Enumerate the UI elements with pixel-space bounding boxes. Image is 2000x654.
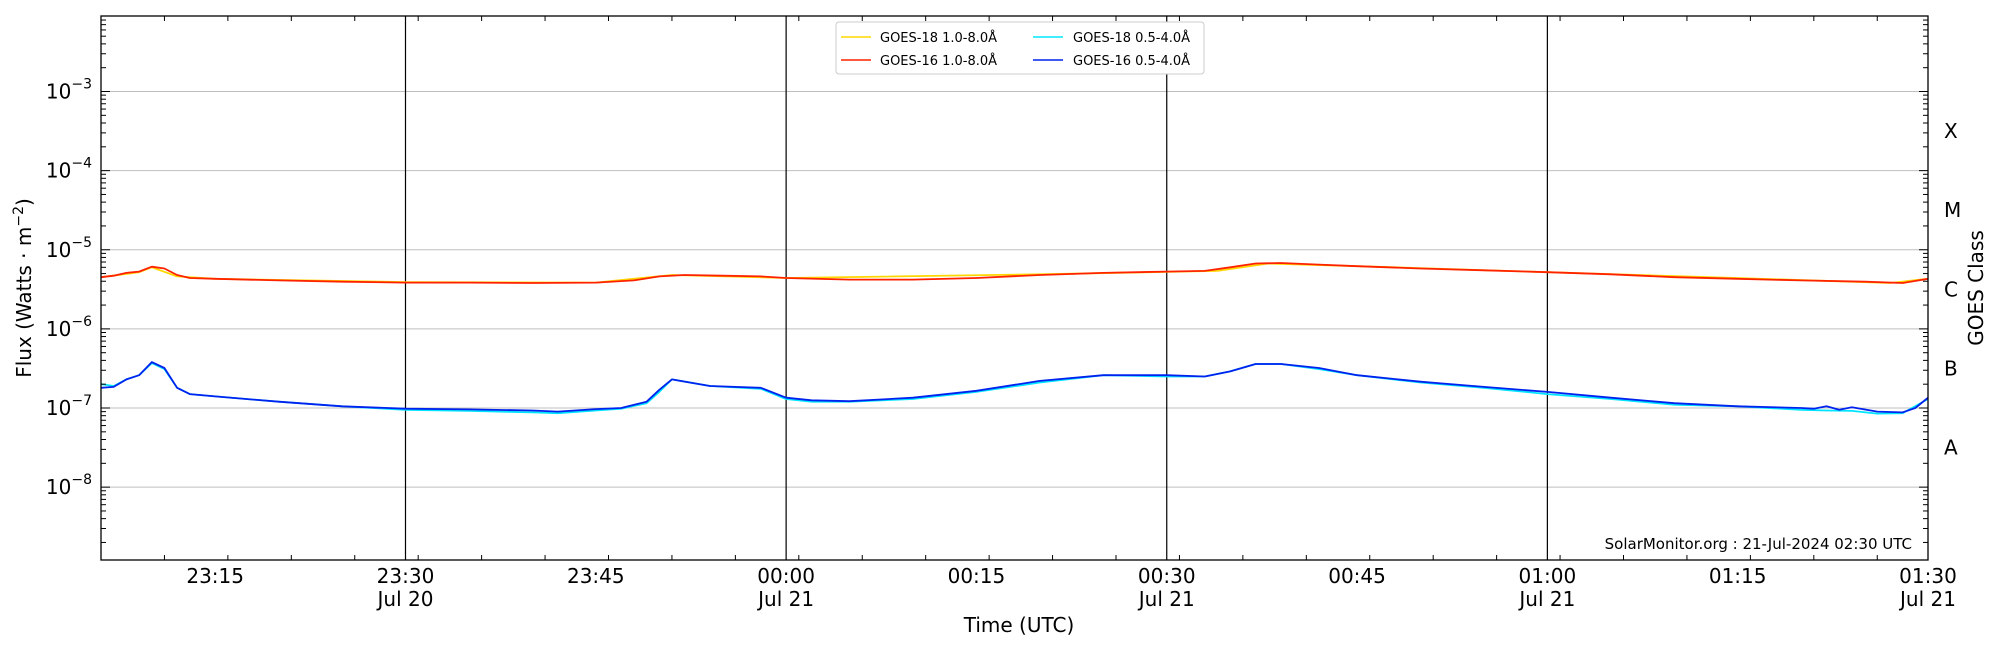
x-tick-label-1: 23:30 (377, 564, 435, 588)
x-tick-label-2: 23:45 (567, 564, 625, 588)
x-tick-label-9: 01:30 (1899, 564, 1957, 588)
y-tick-label-2: 10−6 (46, 314, 92, 341)
axis-ticks (100, 15, 1928, 560)
y-tick-label-3: 10−5 (46, 235, 92, 262)
gridlines (101, 91, 1928, 488)
y-tick-labels: 10−8 10−7 10−6 10−5 10−4 10−3 (46, 77, 92, 500)
goes-class-labels: A B C M X (1944, 119, 1961, 460)
series-lines (101, 262, 1928, 415)
credit-text: SolarMonitor.org : 21-Jul-2024 02:30 UTC (1605, 535, 1912, 553)
goes-class-X: X (1944, 119, 1958, 143)
right-axis-title: GOES Class (1964, 230, 1988, 346)
series-line-1 (101, 262, 1928, 284)
goes-class-A: A (1944, 436, 1958, 460)
legend: GOES-18 1.0-8.0Å GOES-16 1.0-8.0Å GOES-1… (835, 21, 1205, 75)
y-tick-label-1: 10−7 (46, 393, 92, 420)
x-tick-sublabel-9: Jul 21 (1898, 587, 1956, 611)
day-boundary-lines (404, 16, 1548, 560)
series-line-0 (101, 262, 1928, 284)
x-tick-label-8: 01:15 (1709, 564, 1767, 588)
goes-class-M: M (1944, 198, 1961, 222)
x-tick-label-4: 00:15 (948, 564, 1006, 588)
x-tick-label-5: 00:30 (1138, 564, 1196, 588)
plot-frame (100, 15, 1929, 561)
y-tick-label-0: 10−8 (46, 472, 92, 499)
series-line-3 (101, 361, 1928, 414)
legend-label-goes18-long: GOES-18 1.0-8.0Å (880, 30, 997, 46)
x-tick-label-7: 01:00 (1519, 564, 1577, 588)
x-tick-sublabel-3: Jul 21 (756, 587, 814, 611)
x-axis-title: Time (UTC) (963, 613, 1075, 637)
legend-label-goes18-short: GOES-18 0.5-4.0Å (1073, 30, 1190, 46)
y-axis-title: Flux (Watts · m−2) (11, 198, 36, 378)
x-tick-label-0: 23:15 (186, 564, 244, 588)
y-tick-label-5: 10−3 (46, 77, 92, 104)
y-tick-label-4: 10−4 (46, 156, 92, 183)
x-tick-label-6: 00:45 (1328, 564, 1386, 588)
x-tick-label-3: 00:00 (757, 564, 815, 588)
y-axis-title-exponent: −2 (11, 206, 27, 227)
goes-class-B: B (1944, 356, 1958, 380)
legend-label-goes16-long: GOES-16 1.0-8.0Å (880, 53, 997, 69)
x-tick-sublabel-5: Jul 21 (1137, 587, 1195, 611)
goes-class-C: C (1944, 277, 1958, 301)
x-tick-sublabel-1: Jul 20 (376, 587, 434, 611)
legend-label-goes16-short: GOES-16 0.5-4.0Å (1073, 53, 1190, 69)
series-line-2 (101, 362, 1928, 415)
x-tick-sublabel-7: Jul 21 (1517, 587, 1575, 611)
legend-box (835, 21, 1205, 75)
